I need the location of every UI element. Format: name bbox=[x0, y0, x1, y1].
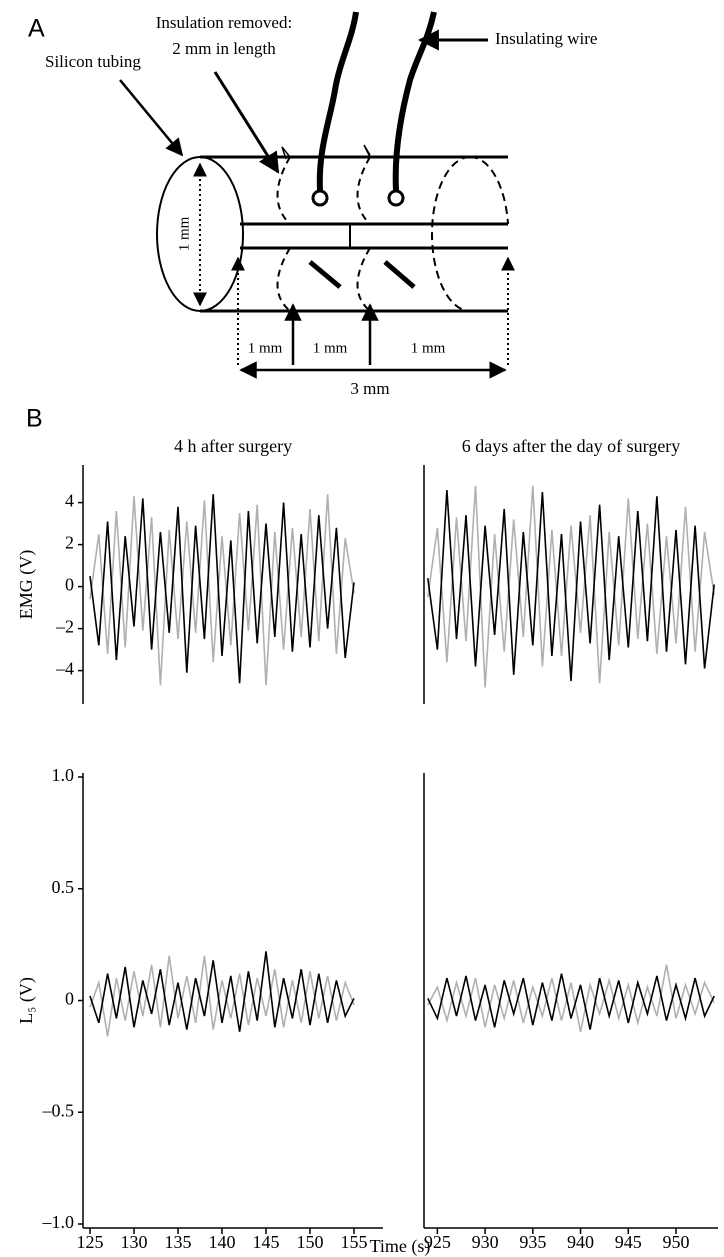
x-axis-label: Time (s) bbox=[370, 1236, 431, 1257]
x-tick-label: 130 bbox=[121, 1232, 148, 1252]
y-tick-label: 0 bbox=[65, 989, 74, 1009]
signal-trace bbox=[427, 485, 715, 688]
callout-text: Silicon tubing bbox=[45, 52, 141, 71]
panel-label: B bbox=[26, 405, 43, 433]
x-tick-label: 940 bbox=[567, 1232, 594, 1252]
signal-trace bbox=[89, 955, 355, 1037]
chart-title: 6 days after the day of surgery bbox=[462, 436, 681, 456]
callout-text: Insulating wire bbox=[495, 29, 597, 48]
x-tick-label: 945 bbox=[615, 1232, 642, 1252]
dimension-label: 1 mm bbox=[176, 216, 192, 251]
y-tick-label: –2 bbox=[55, 617, 74, 637]
electrode-diagram bbox=[119, 11, 515, 379]
dimension-label: 1 mm bbox=[313, 340, 348, 356]
signal-trace bbox=[427, 489, 715, 682]
x-tick-label: 135 bbox=[165, 1232, 192, 1252]
y-tick-label: 1.0 bbox=[52, 765, 75, 785]
y-tick-label: 0.5 bbox=[52, 877, 75, 897]
x-tick-label: 150 bbox=[296, 1232, 323, 1252]
signal-trace bbox=[427, 973, 715, 1030]
x-tick-label: 125 bbox=[77, 1232, 104, 1252]
y-axis-label: L₅ (V) bbox=[16, 977, 37, 1024]
x-tick-label: 925 bbox=[424, 1232, 451, 1252]
y-tick-label: –1.0 bbox=[42, 1212, 75, 1232]
signal-trace bbox=[89, 494, 355, 686]
x-tick-label: 140 bbox=[209, 1232, 236, 1252]
y-tick-label: 2 bbox=[65, 533, 74, 553]
y-axis-label: EMG (V) bbox=[16, 550, 37, 620]
signal-trace bbox=[427, 964, 715, 1032]
y-tick-label: –4 bbox=[55, 659, 74, 679]
chart-title: 4 h after surgery bbox=[174, 436, 292, 456]
dimension-label: 1 mm bbox=[411, 340, 446, 356]
panel-label: A bbox=[28, 15, 45, 43]
x-tick-label: 155 bbox=[340, 1232, 367, 1252]
dimension-label: 3 mm bbox=[350, 379, 389, 398]
x-tick-label: 930 bbox=[472, 1232, 499, 1252]
signal-trace bbox=[89, 494, 355, 684]
callout-text: 2 mm in length bbox=[172, 39, 276, 58]
x-tick-label: 950 bbox=[663, 1232, 690, 1252]
callout-text: Insulation removed: bbox=[156, 13, 292, 32]
y-tick-label: 0 bbox=[65, 575, 74, 595]
x-tick-label: 935 bbox=[519, 1232, 546, 1252]
y-tick-label: 4 bbox=[65, 491, 74, 511]
dimension-label: 1 mm bbox=[248, 340, 283, 356]
y-tick-label: –0.5 bbox=[42, 1100, 75, 1120]
signal-trace bbox=[89, 951, 355, 1032]
x-tick-label: 145 bbox=[252, 1232, 279, 1252]
